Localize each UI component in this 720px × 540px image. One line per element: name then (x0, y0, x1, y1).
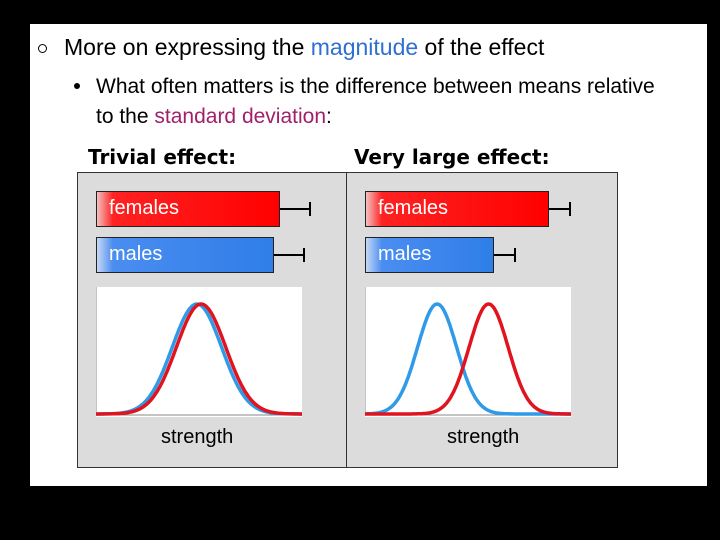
males-distribution-curve (96, 302, 302, 416)
females-distribution-curve (365, 302, 571, 416)
females-distribution-curve (96, 302, 302, 416)
x-axis-label: strength (447, 426, 520, 448)
males-error-cap (514, 248, 516, 262)
males-error-bar (494, 254, 516, 256)
males-error-cap (303, 248, 305, 262)
females-error-cap (309, 202, 311, 216)
bullet-dot-icon (38, 44, 47, 53)
bullet-main-text: More on expressing the magnitude of the … (64, 34, 545, 60)
males-error-bar (274, 254, 305, 256)
females-error-cap (569, 202, 571, 216)
bullet-sub-text: What often matters is the difference bet… (96, 75, 655, 128)
females-bar: females (96, 191, 280, 227)
females-bar: females (365, 191, 549, 227)
highlight-standard-deviation: standard deviation (154, 105, 327, 128)
females-error-bar (280, 208, 311, 210)
males-bar: males (365, 237, 494, 273)
bullet-dot-icon (74, 83, 80, 89)
males-distribution-curve (364, 302, 571, 416)
distribution-plot (95, 287, 302, 417)
panel-very-large-effect: females males strength (346, 172, 618, 468)
panel-title-very-large: Very large effect: (354, 145, 550, 169)
panel-trivial-effect: females males strength (77, 172, 349, 468)
distribution-plot (364, 287, 571, 417)
highlight-magnitude: magnitude (310, 34, 419, 60)
females-error-bar (549, 208, 571, 210)
x-axis-label: strength (161, 426, 234, 448)
distribution-curves (364, 287, 571, 416)
slide: More on expressing the magnitude of the … (30, 24, 707, 486)
males-bar: males (96, 237, 274, 273)
distribution-curves (95, 287, 302, 416)
panel-title-trivial: Trivial effect: (88, 145, 237, 169)
